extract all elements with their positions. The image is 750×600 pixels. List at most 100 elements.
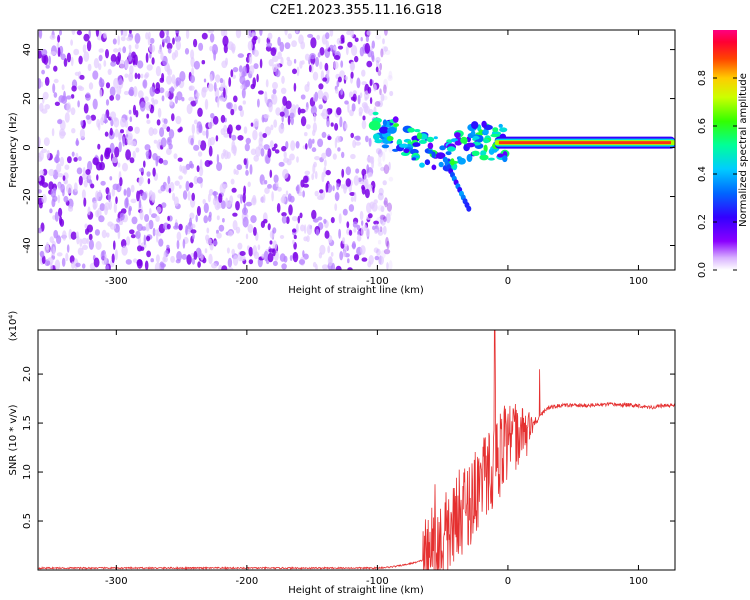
noise-cell [158, 239, 163, 247]
noise-cell [78, 156, 82, 161]
noise-cell [175, 116, 181, 125]
noise-cell [228, 41, 234, 50]
noise-cell [353, 221, 358, 228]
noise-cell [346, 46, 349, 55]
noise-cell [57, 35, 60, 43]
noise-cell [279, 162, 285, 167]
noise-cell [340, 60, 343, 67]
transition-cell [481, 121, 486, 128]
noise-cell [151, 97, 154, 102]
noise-cell [133, 258, 137, 262]
noise-cell [343, 250, 346, 257]
noise-cell [73, 49, 79, 56]
noise-cell [309, 65, 312, 72]
noise-cell [46, 261, 50, 266]
noise-cell [65, 253, 68, 261]
noise-cell [223, 88, 226, 98]
noise-cell [203, 199, 206, 204]
noise-cell [286, 191, 288, 196]
noise-cell [362, 120, 367, 129]
noise-cell [82, 189, 86, 199]
noise-cell [221, 128, 226, 135]
noise-cell [129, 229, 135, 234]
noise-cell [347, 258, 350, 263]
noise-cell [301, 116, 306, 126]
noise-cell [297, 67, 300, 77]
noise-cell [322, 264, 328, 270]
noise-cell [384, 27, 388, 36]
noise-cell [98, 63, 101, 70]
noise-cell [93, 99, 98, 110]
noise-cell [275, 63, 280, 69]
noise-cell [80, 120, 83, 126]
noise-cell [77, 85, 82, 89]
transition-cell [382, 144, 389, 148]
noise-cell [176, 40, 181, 50]
noise-cell [329, 108, 332, 113]
noise-cell [162, 95, 165, 101]
noise-cell [217, 215, 220, 220]
noise-cell [314, 114, 317, 122]
noise-cell [228, 231, 233, 237]
noise-cell [77, 30, 82, 35]
noise-cell [167, 176, 170, 185]
noise-cell [365, 43, 371, 54]
noise-cell [59, 128, 65, 139]
transition-cell [387, 127, 397, 134]
noise-cell [183, 239, 186, 249]
noise-cell [317, 139, 323, 148]
noise-cell [382, 96, 387, 101]
noise-cell [285, 42, 291, 49]
noise-cell [344, 244, 349, 251]
noise-cell [365, 189, 370, 198]
noise-cell [292, 69, 297, 75]
transition-cell [428, 150, 433, 154]
noise-cell [87, 40, 91, 51]
noise-cell [225, 58, 228, 66]
noise-cell [152, 57, 155, 65]
noise-cell [341, 169, 344, 178]
colorbar-tick-label: 0.8 [697, 70, 708, 86]
noise-cell [146, 53, 149, 63]
noise-cell [36, 189, 42, 193]
noise-cell [57, 173, 63, 177]
transition-cell [407, 128, 415, 133]
transition-cell [499, 127, 507, 132]
noise-cell [325, 63, 329, 71]
noise-cell [368, 87, 372, 94]
noise-cell [378, 70, 382, 76]
noise-cell [315, 171, 318, 179]
noise-cell [257, 99, 260, 108]
noise-cell [354, 175, 360, 185]
noise-cell [302, 250, 304, 257]
noise-cell [248, 41, 253, 51]
noise-cell [143, 79, 148, 88]
noise-cell [89, 240, 94, 250]
noise-cell [350, 133, 354, 138]
noise-cell [331, 122, 334, 126]
noise-cell [185, 225, 188, 235]
noise-cell [282, 169, 288, 179]
noise-cell [240, 195, 243, 204]
noise-cell [249, 259, 253, 264]
noise-cell [120, 129, 124, 133]
noise-cell [188, 97, 194, 102]
noise-cell [319, 62, 322, 70]
noise-cell [186, 181, 190, 192]
noise-cell [62, 230, 67, 240]
noise-cell [168, 48, 172, 54]
noise-cell [198, 140, 201, 146]
noise-cell [151, 194, 155, 203]
noise-cell [71, 107, 76, 115]
noise-cell [285, 27, 288, 35]
noise-cell [139, 200, 142, 209]
noise-cell [341, 152, 344, 158]
noise-cell [135, 43, 139, 49]
noise-cell [389, 91, 393, 96]
noise-cell [361, 220, 363, 226]
noise-cell [71, 232, 77, 240]
noise-cell [251, 123, 254, 127]
noise-cell [342, 237, 345, 244]
colorbar-tick-label: 0.6 [697, 118, 708, 134]
noise-cell [89, 234, 93, 241]
